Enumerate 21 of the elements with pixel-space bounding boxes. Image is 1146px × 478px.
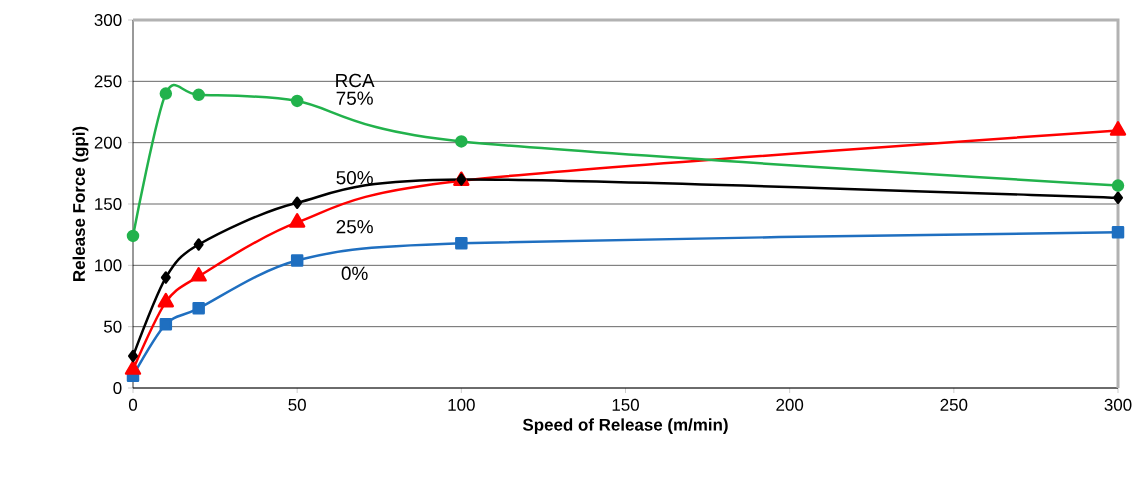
series-label: 75% [336,91,373,105]
y-axis-title: Release Force (gpi) [72,126,89,281]
y-tick-label: 150 [95,198,122,210]
y-tick-label: 200 [94,136,122,149]
x-tick-label: 200 [776,398,804,411]
y-tick-label: 100 [95,259,122,272]
series-label: 50% [336,171,373,185]
x-tick-label: 100 [448,398,475,411]
annotation: RCA [336,73,375,88]
x-tick-label: 150 [612,398,639,411]
x-tick-label: 0 [128,398,138,411]
series-label: 25% [336,220,373,234]
y-tick-label: 300 [94,14,122,26]
x-tick-label: 50 [288,398,306,411]
x-tick-label: 250 [940,398,968,411]
y-tick-label: 0 [113,382,122,394]
x-axis-title: Speed of Release (m/min) [522,418,728,435]
y-tick-label: 50 [103,320,122,333]
y-tick-label: 250 [94,75,122,88]
x-tick-label: 300 [1104,398,1132,411]
series-label: 0% [341,266,368,281]
